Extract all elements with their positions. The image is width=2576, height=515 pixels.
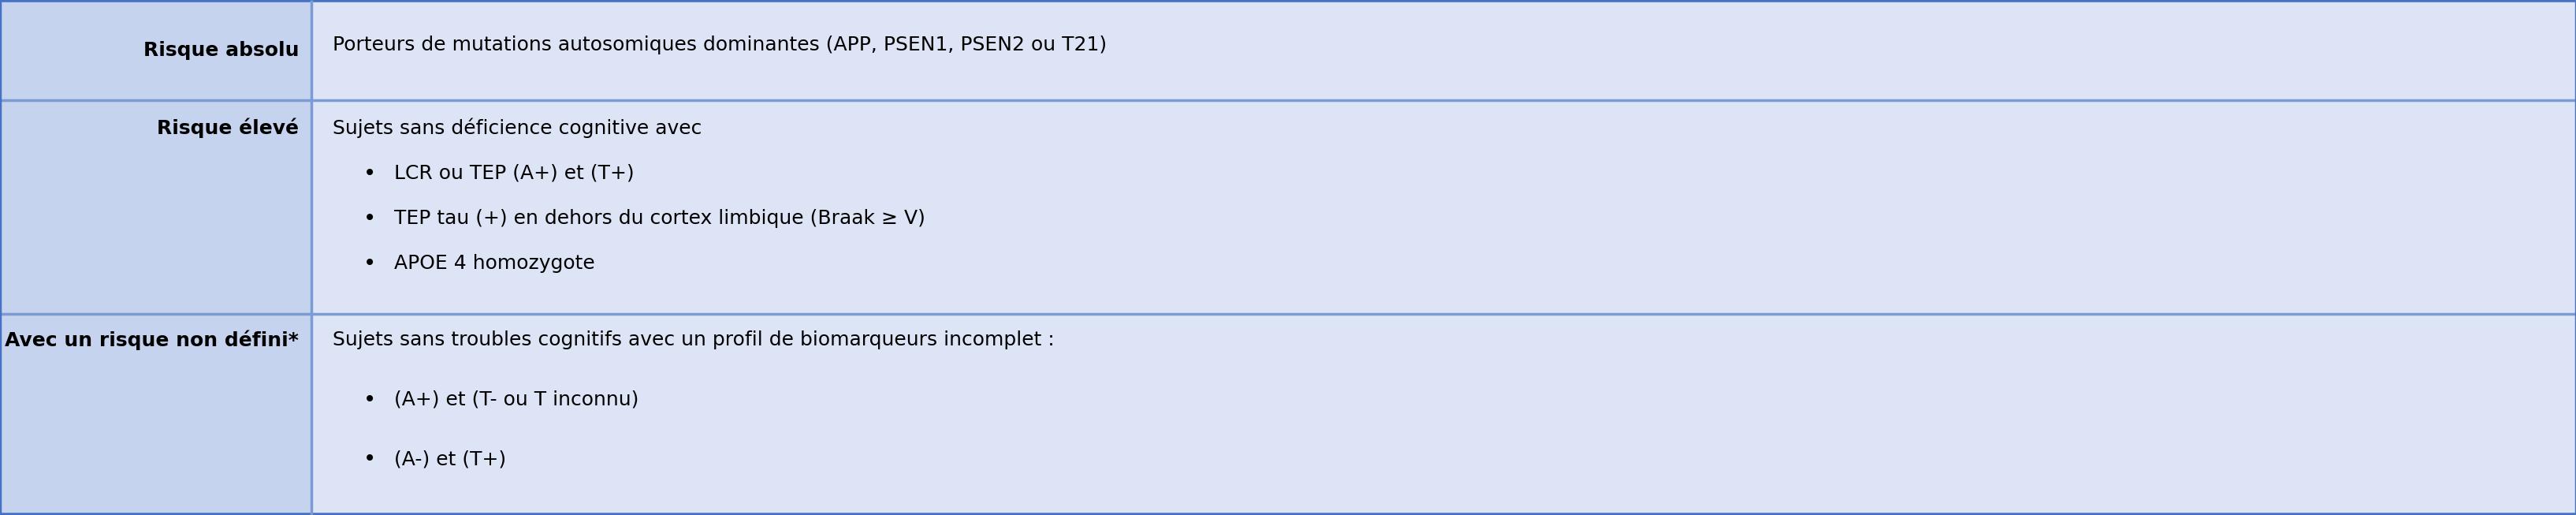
- Text: (A-) et (T+): (A-) et (T+): [394, 450, 505, 469]
- Text: Avec un risque non défini*: Avec un risque non défini*: [5, 330, 299, 350]
- Text: Sujets sans troubles cognitifs avec un profil de biomarqueurs incomplet :: Sujets sans troubles cognitifs avec un p…: [332, 331, 1054, 350]
- Text: Risque absolu: Risque absolu: [144, 41, 299, 60]
- Bar: [0, 100, 312, 314]
- Bar: [0, 314, 312, 515]
- Text: Porteurs de mutations autosomiques dominantes (APP, PSEN1, PSEN2 ou T21): Porteurs de mutations autosomiques domin…: [332, 36, 1108, 55]
- Bar: [312, 100, 2576, 314]
- Bar: [312, 314, 2576, 515]
- Text: TEP tau (+) en dehors du cortex limbique (Braak ≥ V): TEP tau (+) en dehors du cortex limbique…: [394, 209, 925, 228]
- Text: •: •: [363, 162, 376, 184]
- Text: •: •: [363, 448, 376, 470]
- Bar: [312, 0, 2576, 100]
- Bar: [0, 0, 312, 100]
- Text: •: •: [363, 389, 376, 411]
- Text: •: •: [363, 253, 376, 275]
- Text: •: •: [363, 208, 376, 230]
- Text: APOE 4 homozygote: APOE 4 homozygote: [394, 254, 595, 273]
- Text: (A+) et (T- ou T inconnu): (A+) et (T- ou T inconnu): [394, 390, 639, 409]
- Text: Risque élevé: Risque élevé: [157, 118, 299, 138]
- Text: LCR ou TEP (A+) et (T+): LCR ou TEP (A+) et (T+): [394, 164, 634, 183]
- Text: Sujets sans déficience cognitive avec: Sujets sans déficience cognitive avec: [332, 118, 701, 138]
